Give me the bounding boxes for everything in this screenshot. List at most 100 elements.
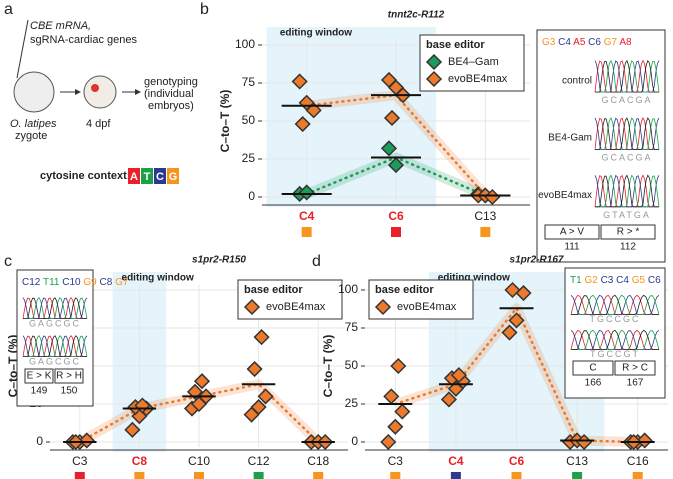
point — [383, 109, 401, 127]
point — [504, 281, 521, 299]
context-marker — [572, 472, 583, 479]
label: genotyping — [144, 76, 198, 88]
aa-position: 111 — [564, 242, 580, 253]
base-letter: C — [156, 171, 164, 183]
context-marker — [253, 472, 264, 479]
aa-change: C — [589, 363, 596, 374]
aa-position: 149 — [31, 386, 48, 397]
chromatogram — [23, 335, 87, 357]
legend-title: base editor — [375, 284, 434, 296]
x-tick-label: C4 — [448, 454, 464, 468]
point — [380, 140, 398, 157]
sequence-token: C12 — [22, 277, 41, 288]
point — [257, 388, 274, 405]
base-box — [154, 168, 166, 184]
point — [250, 398, 267, 416]
panel-letter: c — [4, 253, 12, 270]
trace-bases: TGCCGC — [590, 314, 641, 324]
chromatogram — [571, 294, 660, 315]
inset-sequence: C12 T11 C10 G9 C8 G7 — [22, 277, 129, 288]
sequence-token: C6 — [648, 275, 661, 286]
chart-title: tnnt2c-R112 — [388, 10, 445, 21]
x-tick-label: C3 — [388, 454, 404, 468]
aa-change: R > C — [622, 363, 648, 374]
y-tick-label: 100 — [338, 282, 358, 296]
y-axis-label: C–to–T (%) — [321, 335, 335, 398]
trace-label: control — [562, 75, 592, 86]
sequence-token: G7 — [604, 37, 618, 48]
legend-label: evoBE4max — [266, 301, 326, 313]
sequence-token: T1 — [570, 275, 582, 286]
legend-marker — [425, 70, 443, 88]
inset-box — [564, 267, 666, 399]
trace-label: evoBE4max — [538, 190, 592, 201]
context-marker — [301, 227, 312, 237]
y-tick-label: 25 — [345, 396, 359, 410]
label: embryos) — [148, 100, 194, 112]
chromatogram — [23, 297, 87, 319]
context-marker — [194, 472, 204, 479]
trace-bases: GAGCGC — [29, 319, 81, 329]
sequence-token: C3 — [601, 275, 614, 286]
chromatogram — [570, 329, 660, 350]
chromatogram — [595, 174, 660, 208]
x-tick-label: C4 — [299, 209, 315, 223]
inset-box — [536, 29, 666, 263]
panel: b editing window tnnt2c-R112 C–to–T (%) 0 25 5… — [200, 1, 666, 263]
aa-box — [572, 360, 614, 376]
sequence-token: A5 — [573, 37, 586, 48]
sequence-token: C4 — [558, 37, 571, 48]
label: 4 dpf — [86, 118, 111, 130]
label: zygote — [15, 130, 47, 142]
x-tick-label: C6 — [388, 209, 404, 223]
chromatogram — [571, 329, 660, 350]
context-marker — [632, 472, 643, 479]
point — [390, 357, 407, 375]
aa-box — [544, 224, 600, 240]
chromatogram — [23, 297, 88, 319]
point — [508, 312, 525, 329]
chromatogram — [571, 294, 659, 315]
context-marker — [313, 472, 324, 479]
chromatogram — [595, 117, 659, 150]
label: sgRNA-cardiac genes — [30, 34, 137, 46]
label: (individual — [144, 88, 194, 100]
needle — [16, 19, 29, 79]
y-tick-label: 75 — [242, 75, 256, 89]
trace-bases: GTATGA — [603, 210, 651, 220]
annotation: editing window — [438, 273, 510, 284]
embryo — [83, 75, 117, 109]
trace-label: BE4-Gam — [548, 133, 592, 144]
trace-bases: GCACGA — [601, 95, 652, 105]
y-tick-label: 75 — [345, 320, 359, 334]
y-tick-label: 50 — [242, 113, 256, 127]
base-letter: G — [169, 171, 178, 183]
context-marker — [390, 472, 401, 479]
chromatogram — [595, 117, 660, 150]
sequence-token: C6 — [588, 37, 601, 48]
inset-sequence: G3 C4 A5 C6 G7 A8 — [542, 37, 632, 48]
point — [291, 73, 308, 90]
heart — [91, 84, 99, 92]
chart-title: s1pr2-R167 — [510, 255, 564, 266]
sequence-token: C8 — [100, 277, 113, 288]
point — [305, 102, 322, 119]
sequence-token: G5 — [632, 275, 646, 286]
context-marker — [391, 227, 401, 237]
context-marker — [134, 472, 145, 479]
aa-position: 150 — [61, 386, 78, 397]
point — [450, 367, 467, 384]
point — [501, 324, 518, 341]
panel-letter: d — [312, 253, 321, 270]
y-tick-label: 0 — [351, 434, 358, 448]
x-tick-label: C18 — [307, 454, 329, 468]
sequence-token: G2 — [584, 275, 598, 286]
chromatogram — [22, 335, 88, 357]
trace-bases: TGCCGT — [590, 349, 640, 359]
panel-a: a CBE mRNA, sgRNA-cardiac genes O. latip… — [4, 1, 198, 182]
inset-sequence: T1 G2 C3 C4 G5 C6 — [570, 275, 661, 286]
chromatogram — [595, 174, 659, 208]
chromatogram — [570, 294, 660, 315]
sequence-token: C4 — [616, 275, 629, 286]
